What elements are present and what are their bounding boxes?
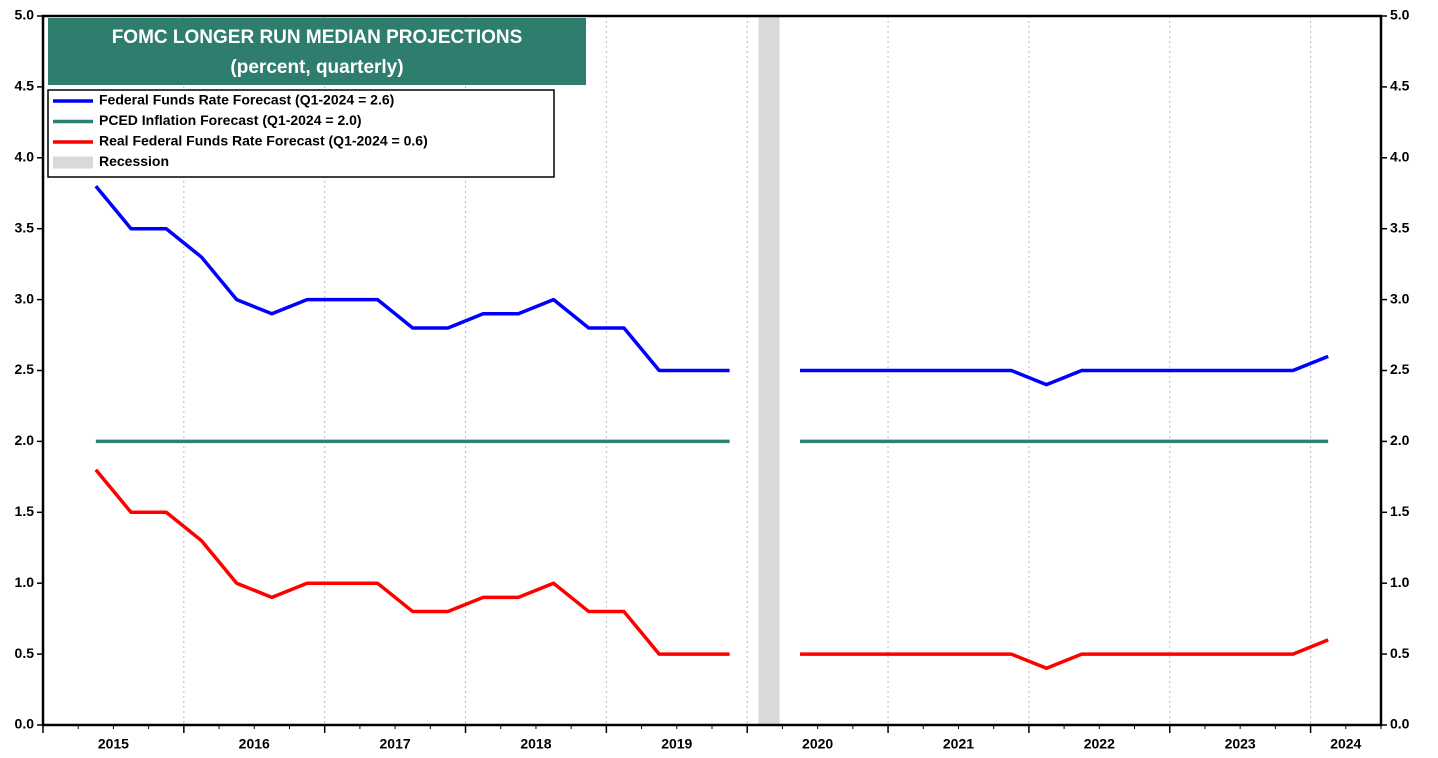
y2-tick-label: 1.5 — [1390, 503, 1410, 519]
legend-label: Federal Funds Rate Forecast (Q1-2024 = 2… — [99, 92, 394, 108]
x-tick-label: 2018 — [520, 736, 551, 752]
x-tick-label: 2020 — [802, 736, 833, 752]
y-tick-label: 5.0 — [15, 7, 35, 23]
x-tick-label: 2016 — [239, 736, 270, 752]
title-box — [48, 18, 586, 85]
series-line — [94, 468, 1329, 671]
recession-band — [758, 16, 780, 725]
x-tick-label: 2017 — [380, 736, 411, 752]
y2-tick-label: 3.5 — [1390, 219, 1410, 235]
x-tick-label: 2024 — [1330, 736, 1361, 752]
chart-subtitle: (percent, quarterly) — [230, 57, 403, 78]
y-tick-label: 0.0 — [15, 716, 35, 732]
y-tick-label: 4.5 — [15, 78, 35, 94]
y-tick-label: 3.0 — [15, 290, 35, 306]
y2-tick-label: 4.5 — [1390, 78, 1410, 94]
y-tick-label: 1.0 — [15, 574, 35, 590]
y2-tick-label: 0.0 — [1390, 716, 1410, 732]
y-tick-label: 2.5 — [15, 361, 35, 377]
x-tick-label: 2019 — [661, 736, 692, 752]
y-tick-label: 2.0 — [15, 432, 35, 448]
x-tick-label: 2022 — [1084, 736, 1115, 752]
y2-tick-label: 4.0 — [1390, 149, 1410, 165]
x-tick-label: 2021 — [943, 736, 974, 752]
y2-tick-label: 5.0 — [1390, 7, 1410, 23]
chart-title: FOMC LONGER RUN MEDIAN PROJECTIONS — [112, 27, 523, 48]
y2-tick-label: 2.0 — [1390, 432, 1410, 448]
legend-label: Real Federal Funds Rate Forecast (Q1-202… — [99, 133, 428, 149]
legend-label: PCED Inflation Forecast (Q1-2024 = 2.0) — [99, 112, 362, 128]
y2-tick-label: 1.0 — [1390, 574, 1410, 590]
legend-swatch — [53, 156, 93, 169]
x-tick-label: 2015 — [98, 736, 129, 752]
y2-tick-label: 3.0 — [1390, 290, 1410, 306]
series-line — [94, 185, 1329, 387]
legend-box — [47, 89, 555, 178]
y2-tick-label: 2.5 — [1390, 361, 1410, 377]
plot-frame — [41, 14, 1383, 727]
y-tick-label: 4.0 — [15, 149, 35, 165]
x-tick-label: 2023 — [1225, 736, 1256, 752]
y-tick-label: 0.5 — [15, 645, 35, 661]
y-tick-label: 3.5 — [15, 219, 35, 235]
y-tick-label: 1.5 — [15, 503, 35, 519]
legend-label: Recession — [99, 153, 169, 169]
y2-tick-label: 0.5 — [1390, 645, 1410, 661]
